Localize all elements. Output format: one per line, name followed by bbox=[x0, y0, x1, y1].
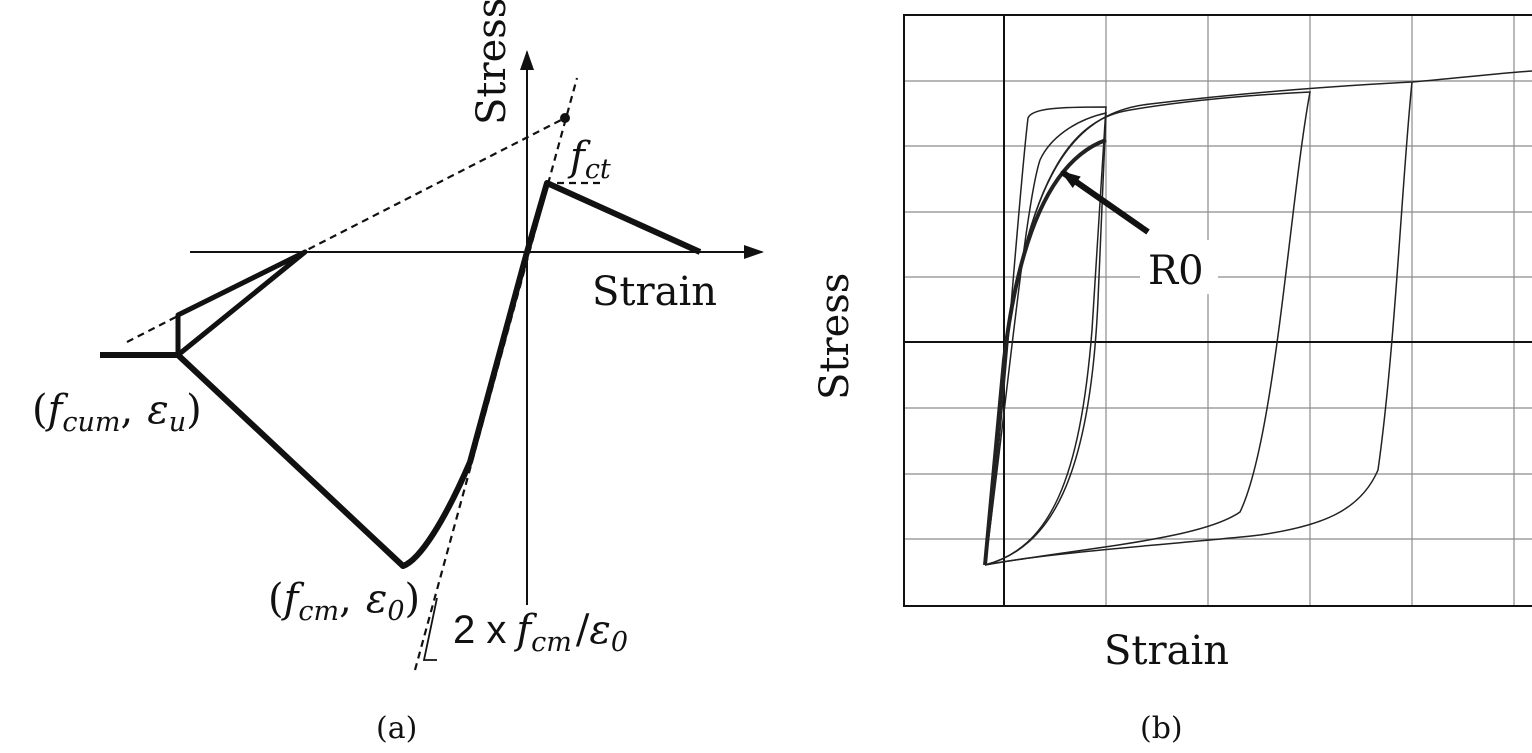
panel-b-frame bbox=[903, 14, 1532, 607]
unload-reload-loop bbox=[175, 249, 308, 357]
hysteresis-curves bbox=[983, 70, 1532, 566]
panel-b-steel-model: R0 Stress Strain (b) bbox=[812, 14, 1532, 746]
panel-a-x-axis-label: Strain bbox=[592, 269, 717, 315]
loop-2 bbox=[984, 112, 1107, 566]
peak-compression-label: (fcm, ε0) bbox=[268, 576, 420, 627]
panel-b-x-axis-label: Strain bbox=[1104, 628, 1229, 674]
r0-arrow bbox=[1060, 169, 1150, 235]
loop-4 bbox=[984, 81, 1413, 566]
r0-label: R0 bbox=[1148, 248, 1204, 294]
panel-b-caption: (b) bbox=[1140, 711, 1183, 746]
loop-3 bbox=[984, 91, 1311, 566]
loop-1 bbox=[984, 106, 1107, 566]
panel-b-y-axis-label: Stress bbox=[812, 273, 858, 400]
panel-a-y-axis-label: Stress bbox=[469, 0, 515, 125]
tension-stiffness-guide bbox=[126, 117, 566, 343]
tension-guide-point bbox=[560, 113, 570, 123]
panel-a-caption: (a) bbox=[376, 711, 417, 746]
initial-slope-label: 2 x fcm/ε0 bbox=[453, 607, 628, 658]
fct-label: fct bbox=[567, 134, 611, 185]
slope-triangle bbox=[422, 597, 438, 661]
panel-a-concrete-model: Stress Strain fct (fcum, εu) (fcm, ε0) 2 x… bbox=[32, 0, 764, 746]
ultimate-point-label: (fcum, εu) bbox=[32, 387, 202, 438]
panel-b-grid bbox=[904, 15, 1532, 606]
r0-label-bg bbox=[1140, 240, 1218, 294]
r0-bold-curve bbox=[983, 138, 1107, 566]
envelope-curve bbox=[984, 70, 1532, 566]
compression-envelope bbox=[100, 180, 702, 569]
